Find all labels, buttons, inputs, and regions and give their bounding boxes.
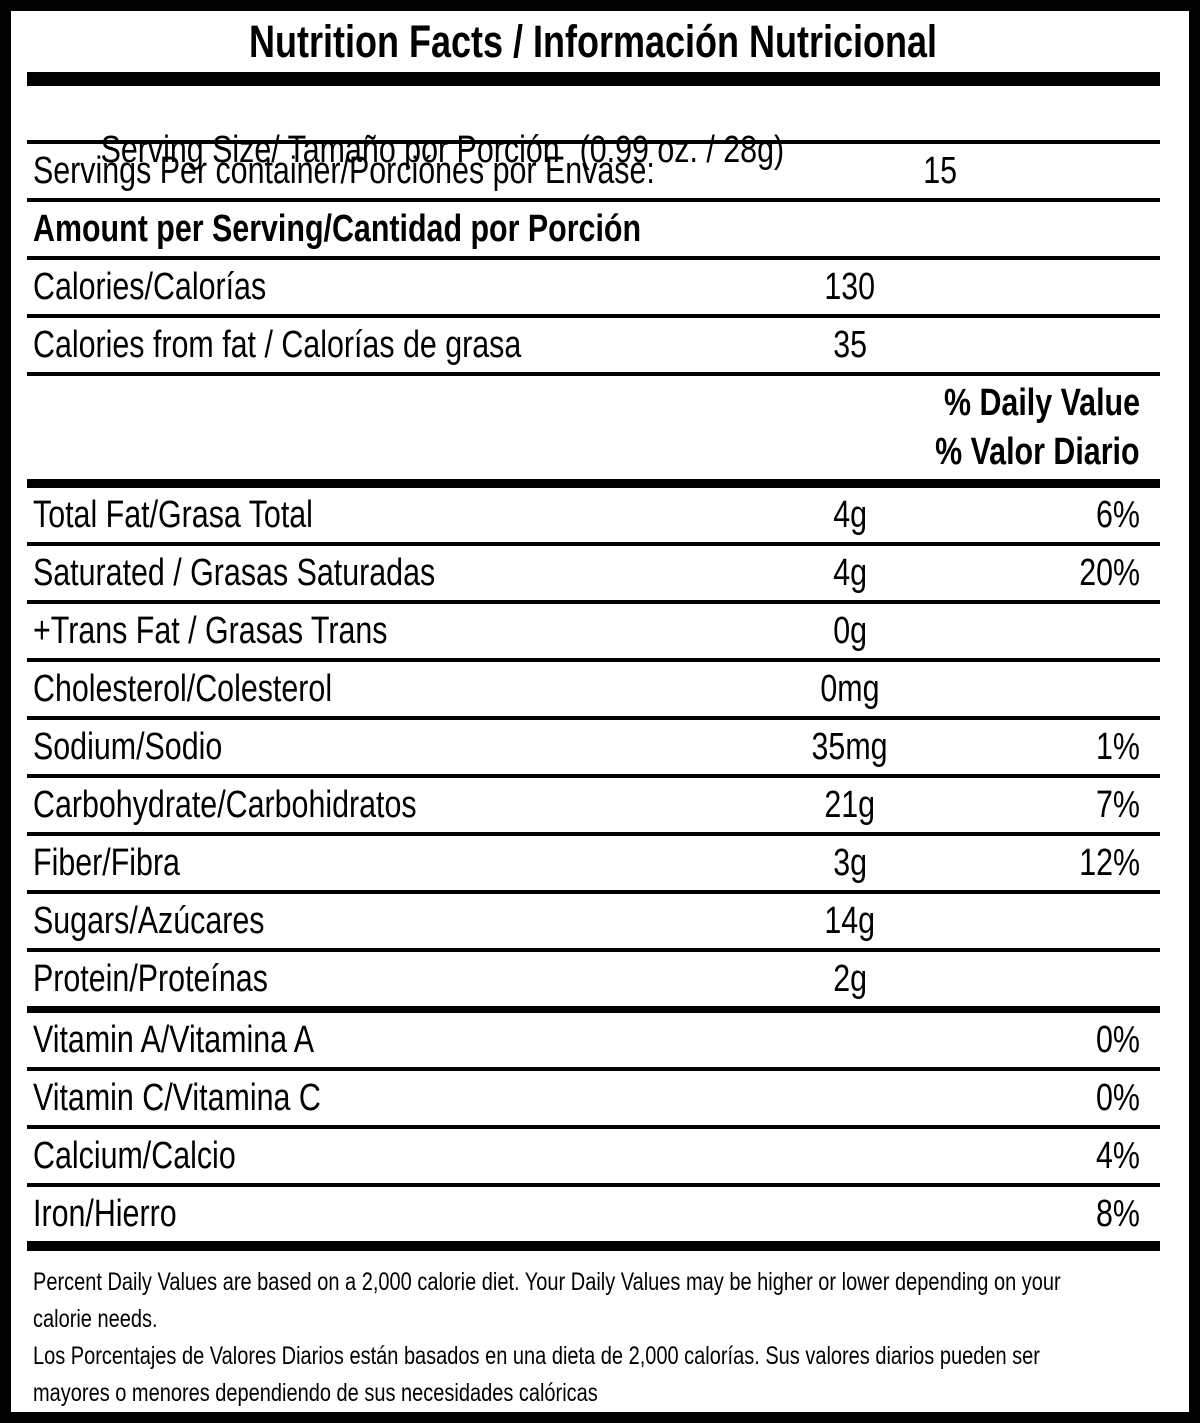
nutrient-amount: 3g (833, 841, 867, 884)
nutrient-row-sugars: Sugars/Azúcares 14g (27, 894, 1160, 952)
nutrient-row-vitamin-c: Vitamin C/Vitamina C 0% (27, 1071, 1160, 1129)
daily-value-header-es: % Valor Diario (935, 431, 1140, 473)
nutrient-amount: 14g (824, 899, 876, 942)
nutrient-daily-value: 1% (1096, 725, 1140, 768)
servings-per-container-value: 15 (923, 149, 958, 192)
nutrient-label: Sugars/Azúcares (33, 899, 265, 942)
nutrient-daily-value: 4% (1096, 1134, 1140, 1177)
nutrient-amount: 2g (833, 957, 867, 1000)
nutrient-row-sodium: Sodium/Sodio 35mg 1% (27, 720, 1160, 778)
footnote-en: Percent Daily Values are based on a 2,00… (33, 1264, 1160, 1338)
calories-value: 130 (824, 265, 876, 308)
servings-per-container-row: Servings Per container/Porciónes por Env… (27, 144, 1160, 202)
calories-row: Calories/Calorías 130 (27, 260, 1160, 318)
nutrient-label: Calcium/Calcio (33, 1134, 236, 1177)
nutrient-daily-value: 6% (1096, 493, 1140, 536)
nutrient-daily-value: 12% (1079, 841, 1140, 884)
nutrient-label: Cholesterol/Colesterol (33, 667, 333, 710)
nutrient-daily-value: 0% (1096, 1018, 1140, 1061)
nutrient-label: Iron/Hierro (33, 1192, 177, 1235)
nutrient-row-carbohydrate: Carbohydrate/Carbohidratos 21g 7% (27, 778, 1160, 836)
label-title: Nutrition Facts / Información Nutriciona… (27, 11, 1160, 72)
nutrient-row-saturated-fat: Saturated / Grasas Saturadas 4g 20% (27, 546, 1160, 604)
nutrient-label: Sodium/Sodio (33, 725, 223, 768)
nutrient-row-protein: Protein/Proteínas 2g (27, 952, 1160, 1013)
nutrient-label: Vitamin A/Vitamina A (33, 1018, 315, 1061)
nutrient-row-iron: Iron/Hierro 8% (27, 1187, 1160, 1251)
footnote-en-line-2: calorie needs. (33, 1305, 158, 1333)
daily-value-header: % Daily Value % Valor Diario (27, 376, 1160, 488)
footnote-es: Los Porcentajes de Valores Diarios están… (33, 1338, 1160, 1412)
footnote: Percent Daily Values are based on a 2,00… (27, 1251, 1160, 1412)
nutrient-row-fiber: Fiber/Fibra 3g 12% (27, 836, 1160, 894)
nutrient-amount: 0mg (820, 667, 880, 710)
footnote-en-line-1: Percent Daily Values are based on a 2,00… (33, 1268, 1061, 1296)
calories-label: Calories/Calorías (33, 265, 267, 308)
nutrient-amount: 4g (833, 551, 867, 594)
nutrient-label: +Trans Fat / Grasas Trans (33, 609, 388, 652)
amount-per-serving-header-row: Amount per Serving/Cantidad por Porción (27, 202, 1160, 260)
nutrient-row-cholesterol: Cholesterol/Colesterol 0mg (27, 662, 1160, 720)
nutrient-row-calcium: Calcium/Calcio 4% (27, 1129, 1160, 1187)
serving-size-value: (0.99 oz. / 28g) (579, 129, 785, 171)
footnote-es-line-2: mayores o menores dependiendo de sus nec… (33, 1379, 598, 1407)
nutrient-daily-value: 20% (1079, 551, 1140, 594)
serving-size-label: Serving Size/ Tamaño por Porción (100, 129, 560, 171)
nutrient-amount: 0g (833, 609, 867, 652)
nutrient-daily-value: 7% (1096, 783, 1140, 826)
nutrient-daily-value: 8% (1096, 1192, 1140, 1235)
label-title-text: Nutrition Facts / Información Nutriciona… (249, 16, 938, 67)
nutrient-amount: 21g (824, 783, 876, 826)
nutrient-label: Carbohydrate/Carbohidratos (33, 783, 417, 826)
servings-per-container-label: Servings Per container/Porciónes por Env… (33, 149, 655, 192)
calories-from-fat-row: Calories from fat / Calorías de grasa 35 (27, 318, 1160, 376)
nutrient-label: Vitamin C/Vitamina C (33, 1076, 321, 1119)
nutrient-label: Saturated / Grasas Saturadas (33, 551, 436, 594)
nutrient-label: Protein/Proteínas (33, 957, 268, 1000)
nutrient-amount: 4g (833, 493, 867, 536)
footnote-es-line-1: Los Porcentajes de Valores Diarios están… (33, 1342, 1040, 1370)
calories-from-fat-label: Calories from fat / Calorías de grasa (33, 323, 522, 366)
title-divider-bar (27, 72, 1160, 86)
calories-from-fat-value: 35 (833, 323, 867, 366)
serving-size-row: Serving Size/ Tamaño por Porción (0.99 oz… (27, 86, 1160, 171)
nutrient-row-trans-fat: +Trans Fat / Grasas Trans 0g (27, 604, 1160, 662)
nutrient-row-vitamin-a: Vitamin A/Vitamina A 0% (27, 1013, 1160, 1071)
daily-value-header-en: % Daily Value (943, 382, 1140, 424)
nutrient-row-total-fat: Total Fat/Grasa Total 4g 6% (27, 488, 1160, 546)
nutrient-label: Fiber/Fibra (33, 841, 180, 884)
amount-per-serving-header: Amount per Serving/Cantidad por Porción (33, 207, 642, 250)
nutrient-amount: 35mg (811, 725, 889, 768)
nutrient-daily-value: 0% (1096, 1076, 1140, 1119)
nutrient-label: Total Fat/Grasa Total (33, 493, 313, 536)
